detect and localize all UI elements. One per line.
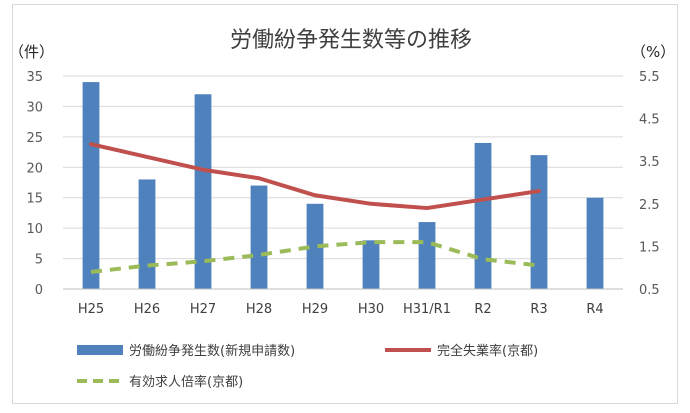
axis-layer: 0 5 10 15 20 25 30 35 0.5 1.5 2.5 3.5 4.5 5.5 H25 H26 H2…: [26, 70, 659, 317]
bar-R2: [474, 142, 492, 289]
series-line-1: [89, 142, 541, 211]
grid-layer: [63, 75, 623, 290]
bar-H27: [194, 94, 212, 289]
legend-label: 労働紛争発生数(新規申請数): [129, 343, 295, 359]
y-left-tick-label: 5: [35, 253, 43, 268]
legend-item: 労働紛争発生数(新規申請数): [77, 343, 295, 359]
bar-H31/R1: [418, 222, 436, 289]
y-left-tick-label: 0: [35, 283, 43, 298]
y-right-axis-label: （%）: [631, 43, 675, 61]
legend-item: 完全失業率(京都): [385, 343, 538, 359]
x-tick-label: H27: [190, 302, 216, 317]
legend-swatch-bar: [77, 345, 123, 355]
y-left-axis-label: （件）: [13, 43, 54, 61]
bar-layer: [82, 82, 604, 289]
y-right-tick-label: 5.5: [639, 70, 660, 85]
y-left-tick-label: 20: [26, 161, 43, 176]
y-left-tick-label: 10: [26, 222, 43, 237]
legend-label: 有効求人倍率(京都): [129, 374, 243, 390]
chart-title: 労働紛争発生数等の推移: [230, 28, 472, 53]
bar-R3: [530, 155, 548, 289]
x-tick-label: H30: [358, 302, 384, 317]
x-tick-label: H25: [78, 302, 104, 317]
line-layer: [89, 142, 541, 274]
y-left-tick-label: 15: [26, 192, 43, 207]
y-right-tick-label: 0.5: [639, 283, 660, 298]
x-tick-label: R3: [530, 302, 547, 317]
legend-item: 有効求人倍率(京都): [77, 374, 243, 390]
y-right-tick-label: 3.5: [639, 155, 660, 170]
x-tick-label: H29: [302, 302, 328, 317]
legend: 労働紛争発生数(新規申請数) 完全失業率(京都) 有効求人倍率(京都): [77, 343, 538, 390]
chart-frame: 労働紛争発生数等の推移 （件） （%） 0 5 10 15 20 25 30 35 0.5 1.5…: [12, 4, 678, 404]
x-tick-label: R2: [474, 302, 491, 317]
bar-R4: [586, 197, 604, 289]
x-tick-label: R4: [586, 302, 603, 317]
y-right-tick-label: 2.5: [639, 198, 660, 213]
x-tick-label: H28: [246, 302, 272, 317]
y-left-tick-label: 35: [26, 70, 43, 85]
bar-H26: [138, 179, 156, 289]
x-tick-label: H26: [134, 302, 160, 317]
bar-H25: [82, 82, 100, 289]
y-right-tick-label: 4.5: [639, 113, 660, 128]
bar-H30: [362, 240, 380, 289]
y-left-tick-label: 30: [26, 100, 43, 115]
bar-H29: [306, 203, 324, 289]
chart-svg: 労働紛争発生数等の推移 （件） （%） 0 5 10 15 20 25 30 35 0.5 1.5…: [13, 28, 675, 390]
x-tick-label: H31/R1: [403, 302, 451, 317]
y-left-tick-label: 25: [26, 131, 43, 146]
bar-H28: [250, 185, 268, 289]
legend-label: 完全失業率(京都): [437, 343, 538, 359]
y-right-tick-label: 1.5: [639, 240, 660, 255]
